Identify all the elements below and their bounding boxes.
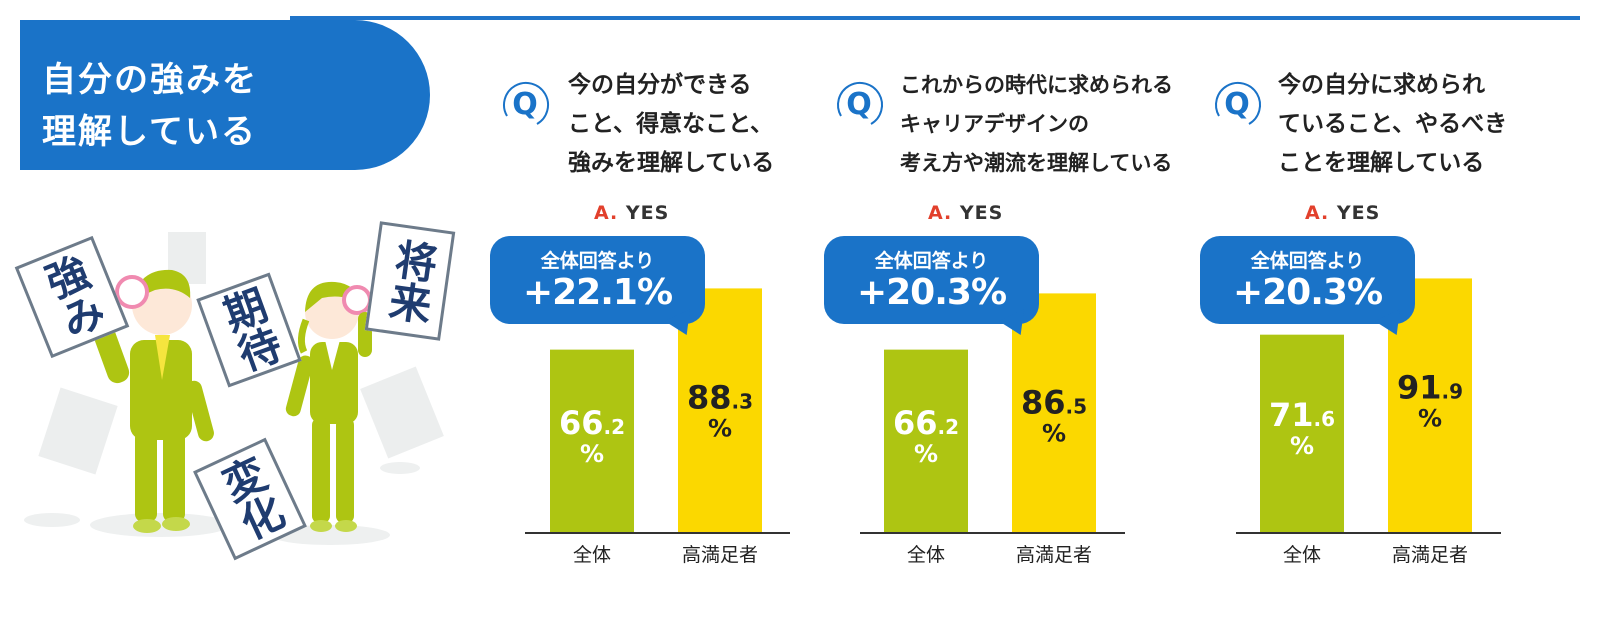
- header-rule: [290, 16, 1580, 20]
- bar: [1260, 334, 1344, 533]
- callout-label: 全体回答より: [540, 250, 655, 272]
- callout-value: +20.3%: [1232, 272, 1383, 313]
- svg-text:Q: Q: [512, 87, 538, 122]
- svg-text:Q: Q: [846, 87, 872, 122]
- answer-label: A. YES: [1305, 202, 1380, 224]
- callout-value: +22.1%: [522, 272, 673, 313]
- question-line: こと、得意なこと、: [568, 111, 774, 137]
- bar-unit-label: %: [1042, 419, 1066, 447]
- question-line: これからの時代に求められる: [900, 73, 1173, 97]
- question-line: 今の自分に求められ: [1278, 72, 1485, 98]
- category-label: 全体: [1283, 544, 1321, 566]
- question-line: キャリアデザインの: [900, 112, 1089, 136]
- answer-prefix: A.: [928, 202, 953, 224]
- question-q-icon: Q: [1215, 81, 1262, 125]
- answer-prefix: A.: [594, 202, 619, 224]
- bar-value-label: 91.9: [1397, 368, 1463, 406]
- bar-value-label: 66.2: [893, 404, 959, 442]
- category-label: 全体: [907, 544, 945, 566]
- bar-value-label: 86.5: [1021, 383, 1087, 421]
- section-title-line2: 理解している: [42, 112, 257, 152]
- bar-unit-label: %: [1290, 432, 1314, 460]
- answer-prefix: A.: [1305, 202, 1330, 224]
- question-text-2: これからの時代に求められる キャリアデザインの 考え方や潮流を理解している: [900, 66, 1173, 183]
- question-q-icon: Q: [837, 81, 884, 125]
- bar: [884, 349, 968, 533]
- answer-value: YES: [1336, 202, 1381, 224]
- callout-label: 全体回答より: [874, 250, 989, 272]
- svg-text:Q: Q: [1224, 87, 1250, 122]
- section-header: 自分の強みを 理解している: [20, 20, 430, 170]
- question-text-1: 今の自分ができる こと、得意なこと、 強みを理解している: [568, 66, 774, 183]
- people-illustration: [24, 269, 420, 545]
- bar-unit-label: %: [708, 414, 732, 442]
- answer-value: YES: [959, 202, 1004, 224]
- section-title-line1: 自分の強みを: [42, 60, 258, 100]
- question-q-icon: Q: [503, 81, 550, 125]
- question-line: ていること、やるべき: [1278, 111, 1508, 137]
- category-label: 高満足者: [682, 544, 758, 566]
- bar-unit-label: %: [580, 440, 604, 468]
- bar-unit-label: %: [1418, 404, 1442, 432]
- question-line: 今の自分ができる: [568, 72, 752, 98]
- callout-label: 全体回答より: [1250, 250, 1365, 272]
- callout-value: +20.3%: [856, 272, 1007, 313]
- question-line: ことを理解している: [1278, 150, 1485, 176]
- bar: [550, 349, 634, 533]
- answer-value: YES: [625, 202, 670, 224]
- question-text-3: 今の自分に求められ ていること、やるべき ことを理解している: [1278, 66, 1507, 183]
- category-label: 全体: [573, 544, 611, 566]
- diff-callout: 全体回答より +22.1%: [490, 236, 705, 341]
- bar-unit-label: %: [914, 440, 938, 468]
- bar: [1012, 293, 1096, 533]
- category-label: 高満足者: [1392, 544, 1468, 566]
- bar-value-label: 71.6: [1269, 396, 1335, 434]
- diff-callout: 全体回答より +20.3%: [1200, 236, 1415, 341]
- bar-value-label: 88.3: [687, 378, 753, 416]
- diff-callout: 全体回答より +20.3%: [824, 236, 1039, 341]
- question-line: 考え方や潮流を理解している: [900, 151, 1173, 175]
- bar-value-label: 66.2: [559, 404, 625, 442]
- answer-label: A. YES: [928, 202, 1003, 224]
- answer-label: A. YES: [594, 202, 669, 224]
- category-label: 高満足者: [1016, 544, 1092, 566]
- bar: [678, 288, 762, 533]
- question-line: 強みを理解している: [568, 150, 775, 176]
